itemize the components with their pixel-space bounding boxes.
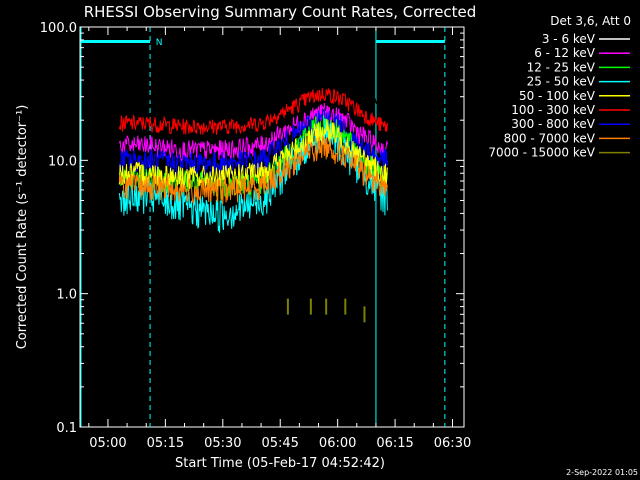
legend-label: 6 - 12 keV (534, 46, 596, 60)
y-tick-label: 1.0 (56, 288, 77, 303)
legend-label: 100 - 300 keV (511, 103, 595, 117)
footer-date: 2-Sep-2022 01:05 (566, 468, 638, 477)
series-line-0 (118, 71, 388, 110)
legend-label: 300 - 800 keV (511, 117, 595, 131)
legend-header: Det 3,6, Att 0 (550, 14, 631, 28)
x-tick-label: 06:00 (319, 436, 356, 451)
plot-area (79, 26, 465, 428)
x-axis-label: Start Time (05-Feb-17 04:52:42) (175, 456, 385, 471)
y-tick-label: 0.1 (56, 421, 77, 436)
series-line-1 (118, 102, 388, 162)
x-tick-label: 05:30 (204, 436, 241, 451)
legend-label: 3 - 6 keV (542, 32, 596, 46)
y-axis-label: Corrected Count Rate (s⁻¹ detector⁻¹) (15, 105, 30, 350)
x-axis: 05:00 05:15 05:30 05:45 06:00 06:15 06:30 (88, 27, 471, 451)
legend-label: 7000 - 15000 keV (488, 146, 595, 160)
series-layer (118, 71, 388, 323)
legend-label: 800 - 7000 keV (504, 131, 596, 145)
legend-label: 25 - 50 keV (527, 75, 596, 89)
series-line-7 (118, 134, 388, 204)
attenuator-bar (375, 40, 445, 43)
legend-label: 12 - 25 keV (527, 60, 596, 74)
series-line-5 (118, 87, 388, 135)
x-tick-label: 05:00 (89, 436, 126, 451)
y-tick-label: 10.0 (48, 154, 77, 169)
chart-title: RHESSI Observing Summary Count Rates, Co… (84, 3, 477, 21)
y-axis: 0.1 1.0 10.0 100.0 (40, 21, 464, 436)
x-tick-label: 05:45 (261, 436, 298, 451)
attenuator-overlay: N (80, 27, 446, 427)
legend-label: 50 - 100 keV (519, 89, 596, 103)
plot-frame (79, 26, 465, 428)
x-tick-label: 06:15 (376, 436, 413, 451)
attenuator-bar (81, 40, 151, 43)
series-line-3 (118, 118, 388, 233)
y-tick-label: 100.0 (40, 21, 77, 36)
attenuator-label: N (156, 38, 163, 48)
x-tick-label: 05:15 (147, 436, 184, 451)
x-tick-label: 06:30 (434, 436, 471, 451)
